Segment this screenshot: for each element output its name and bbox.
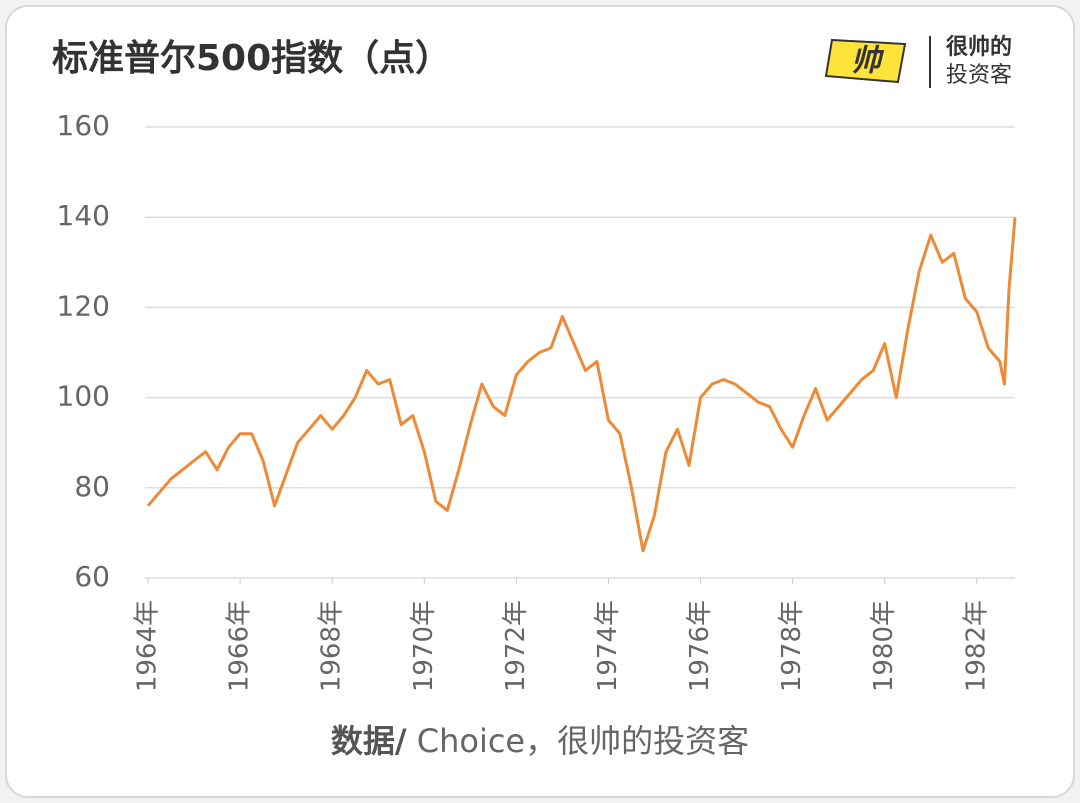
y-tick-label: 80 <box>74 470 110 503</box>
chart-title: 标准普尔500指数（点） <box>52 38 451 79</box>
svg-text:帅: 帅 <box>851 44 885 79</box>
brand-line: 很帅的 <box>946 34 1012 60</box>
y-tick-label: 140 <box>57 199 110 232</box>
x-tick-label: 1980年 <box>869 600 899 692</box>
x-tick-label: 1964年 <box>133 600 163 692</box>
x-tick-label: 1982年 <box>961 600 991 692</box>
x-tick-label: 1978年 <box>777 600 807 692</box>
card <box>5 5 1075 798</box>
source-label: 数据/ <box>331 722 407 760</box>
logo: 帅 <box>824 36 931 88</box>
x-tick-label: 1968年 <box>317 600 347 692</box>
x-tick-label: 1970年 <box>409 600 439 692</box>
y-tick-label: 60 <box>74 560 110 593</box>
source: 数据/ Choice，很帅的投资客 <box>331 722 749 760</box>
brand-line: 投资客 <box>946 63 1012 88</box>
x-tick-label: 1974年 <box>593 600 623 692</box>
y-tick-label: 160 <box>57 109 110 142</box>
source-text: Choice，很帅的投资客 <box>407 722 750 760</box>
y-tick-label: 100 <box>57 380 110 413</box>
x-tick-label: 1976年 <box>685 600 715 692</box>
y-tick-label: 120 <box>57 289 110 322</box>
x-tick-label: 1972年 <box>501 600 531 692</box>
line <box>146 217 1017 553</box>
x-tick-label: 1966年 <box>225 600 255 692</box>
